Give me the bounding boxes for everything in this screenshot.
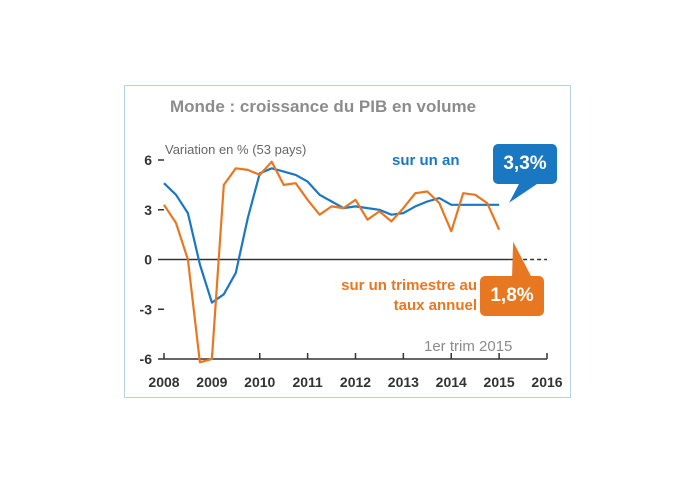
y-tick-label: 3 [144,202,152,218]
tick-labels: 6 3 0 -3 -6 2008 2009 2010 2011 2012 2013 2014 2015 2… [140,152,563,390]
series-label-annual: sur un an [392,152,460,169]
chart-title: Monde : croissance du PIB en volume [170,97,477,116]
series-layer [163,160,540,364]
x-tick-label: 2014 [436,374,467,390]
callout-annual-value: 3,3% [493,144,557,184]
x-tick-label: 2012 [340,374,371,390]
y-tick-label: -3 [140,301,153,317]
x-tick-label: 2011 [292,374,323,390]
x-tick-label: 2016 [531,374,562,390]
callout-quarterly-pointer [512,241,532,278]
x-tick-label: 2010 [244,374,275,390]
series-line-quarterly [163,160,501,364]
y-tick-label: 0 [144,252,152,268]
x-tick-label: 2009 [196,374,227,390]
callout-quarterly-value: 1,8% [480,276,544,316]
x-tick-label: 2015 [484,374,515,390]
axes [158,159,548,360]
series-label-quarterly-line1: sur un trimestre au [341,277,477,294]
series-line-annual [163,167,500,304]
y-tick-label: 6 [144,152,152,168]
period-annotation: 1er trim 2015 [424,338,513,355]
series-label-quarterly: sur un trimestre au taux annuel [341,276,477,316]
y-axis-label: Variation en % (53 pays) [165,142,307,157]
x-tick-label: 2013 [388,374,419,390]
y-tick-label: -6 [140,351,153,367]
x-tick-label: 2008 [148,374,179,390]
series-label-quarterly-line2: taux annuel [393,297,477,314]
callout-annual-pointer [509,182,540,203]
